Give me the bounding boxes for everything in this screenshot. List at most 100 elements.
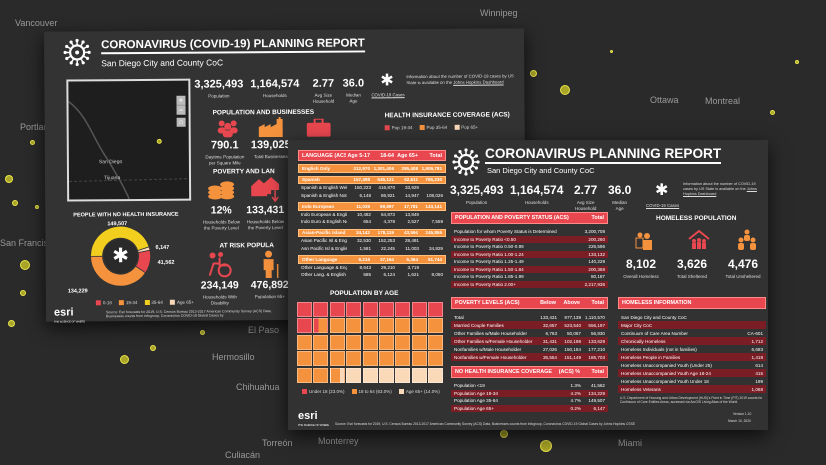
stat-label: Population: [208, 93, 230, 99]
column-header: (ACS) %: [558, 369, 580, 375]
table-cell: 8,643: [359, 264, 372, 270]
covid-case-marker[interactable]: [20, 290, 26, 296]
covid-case-marker[interactable]: [795, 60, 799, 64]
covid-case-marker[interactable]: [12, 200, 18, 206]
waffle-cell: [378, 367, 394, 383]
waffle-cell: [395, 367, 411, 383]
esri-logo[interactable]: esri THE SCIENCE OF WHERE: [53, 306, 86, 324]
table-cell: 43,594: [403, 230, 418, 236]
table-cell: English Only: [302, 165, 331, 171]
table-row: Indo European & English Well 10,482 64,873…: [298, 211, 446, 219]
table-cell: Income to Poverty Ratio 1.85-1.99: [454, 274, 524, 280]
covid-case-marker[interactable]: [150, 345, 156, 351]
covid-case-marker[interactable]: [35, 205, 39, 209]
column-header: Age 5-17: [347, 152, 370, 159]
area-map[interactable]: San Diego Tijuana + − ⌂: [66, 78, 192, 202]
legend-label: 18 to 64: [358, 389, 377, 394]
esri-logo[interactable]: esri THE SCIENCE OF WHERE: [298, 410, 329, 427]
johns-hopkins-link[interactable]: Johns Hopkins Dashboard: [683, 187, 757, 197]
covid-case-marker[interactable]: [540, 440, 552, 452]
table-cell: 34,829: [428, 245, 443, 251]
coronavirus-icon: [452, 148, 480, 176]
table-cell: 6,763: [545, 330, 558, 336]
map-marker[interactable]: [156, 138, 162, 144]
table-cell: 13,849: [404, 211, 419, 217]
section-heading: POPULATION BY AGE: [330, 290, 399, 297]
population-by-age-waffle-chart: [297, 302, 444, 383]
covid-case-marker[interactable]: [610, 50, 613, 53]
no-insurance-table: NO HEALTH INSURANCE COVERAGE (ACS) % Total…: [451, 366, 608, 412]
map-label: Tijuana: [103, 175, 121, 182]
table-header: NO HEALTH INSURANCE COVERAGE (ACS) % Total: [451, 366, 608, 378]
table-cell: 226,596: [588, 244, 605, 250]
table-header: POPULATION AND POVERTY STATUS (ACS) Total: [451, 212, 608, 224]
table-cell: 186,703: [588, 354, 605, 360]
covid-case-marker[interactable]: [200, 330, 205, 335]
house-down-icon: [251, 177, 280, 203]
covid-case-marker[interactable]: [5, 175, 13, 183]
covid-case-marker[interactable]: [500, 430, 508, 438]
table-cell: 4,378: [383, 219, 396, 225]
column-header: Age 65+: [397, 152, 418, 159]
zoom-out-button[interactable]: −: [176, 104, 186, 115]
table-row: Income to Poverty Ratio 1.85-1.99 80,187: [451, 273, 608, 281]
table-row: Nonfamilies w/Male Householder 27,026 150,…: [451, 345, 608, 353]
waffle-cell: [297, 302, 312, 317]
table-row: Homeless Unaccompanied Youth Under 18 199: [618, 377, 766, 385]
covid-cases-link[interactable]: COVID-19 Cases: [646, 203, 680, 208]
map-city-label: Miami: [618, 438, 642, 448]
home-icon[interactable]: ⌂: [176, 117, 186, 127]
waffle-cell: [329, 318, 345, 334]
donut-legend: 0-18 19-34 35-64 Age 65+: [95, 300, 194, 306]
map-city-label: Montreal: [705, 96, 741, 106]
covid-case-marker[interactable]: [30, 140, 35, 145]
metric-value: 139,025: [250, 138, 291, 152]
metric-label: Total Sheltered: [676, 274, 708, 279]
map-city-label: Culiacán: [225, 450, 261, 460]
legend-swatch: [144, 300, 150, 306]
waffle-cell: [428, 351, 444, 367]
waffle-cell: [313, 318, 329, 334]
covid-case-marker[interactable]: [560, 85, 570, 95]
table-row: Other Lang. & English Not Well 585 6,124 1,…: [298, 271, 446, 279]
covid-case-marker[interactable]: [120, 355, 129, 364]
table-row: Chronically Homeless 1,712: [618, 337, 766, 345]
covid-case-marker[interactable]: [530, 70, 537, 77]
table-cell: 108,026: [426, 192, 443, 198]
section-heading: HOMELESS POPULATION: [656, 215, 737, 222]
covid-cases-link[interactable]: COVID-19 Cases: [371, 92, 405, 98]
table-cell: Other Language & English Well: [301, 264, 347, 270]
waffle-cell: [378, 318, 394, 334]
legend-item: 0-18: [95, 300, 112, 306]
metric-label: Households Below the Poverty Level: [202, 219, 240, 231]
covid-case-marker[interactable]: [8, 320, 15, 327]
metric-overall-homeless: 8,102 Overall Homeless: [618, 257, 664, 280]
waffle-cell: [329, 302, 345, 317]
waffle-cell: [362, 351, 378, 367]
covid-case-marker[interactable]: [20, 260, 30, 270]
table-row: Population <19 1.3% 41,562: [451, 382, 608, 390]
table-cell: 200,260: [588, 236, 605, 242]
table-cell: Income to Poverty Ratio 1.00-1.24: [454, 251, 524, 257]
zoom-in-button[interactable]: +: [178, 95, 184, 105]
waffle-cell: [428, 334, 444, 350]
johns-hopkins-link[interactable]: Johns Hopkins Dashboard: [453, 79, 504, 85]
metric-value: 3,626: [676, 257, 708, 271]
table-cell: 133,629: [588, 338, 605, 344]
table-row: Spanish & English Not Well 6,148 86,921 14,…: [298, 192, 446, 200]
info-text: Information about the number of COVID-19…: [683, 182, 765, 197]
table-cell: 1,419: [751, 354, 764, 360]
table-row: Population Age 35-64 4.7% 149,507: [451, 397, 608, 405]
covid-case-marker[interactable]: [770, 110, 775, 115]
legend-item: 35-64: [144, 300, 163, 306]
stat-median-age: 36.0 Median Age: [342, 77, 365, 104]
table-row: Spanish 157,498 545,121 62,611 765,230: [298, 175, 446, 184]
column-header: Above: [563, 300, 580, 306]
table-cell: Homeless Veterans: [621, 386, 661, 392]
table-cell: 37,164: [379, 256, 394, 262]
table-cell: Homeless Individuals (not in families): [621, 346, 697, 352]
table-cell: 1,301,406: [373, 165, 394, 171]
table-cell: 151,149: [564, 354, 581, 360]
table-cell: Spanish: [302, 177, 320, 183]
table-row: Continuum of Care Area Number CA-601: [618, 329, 766, 337]
